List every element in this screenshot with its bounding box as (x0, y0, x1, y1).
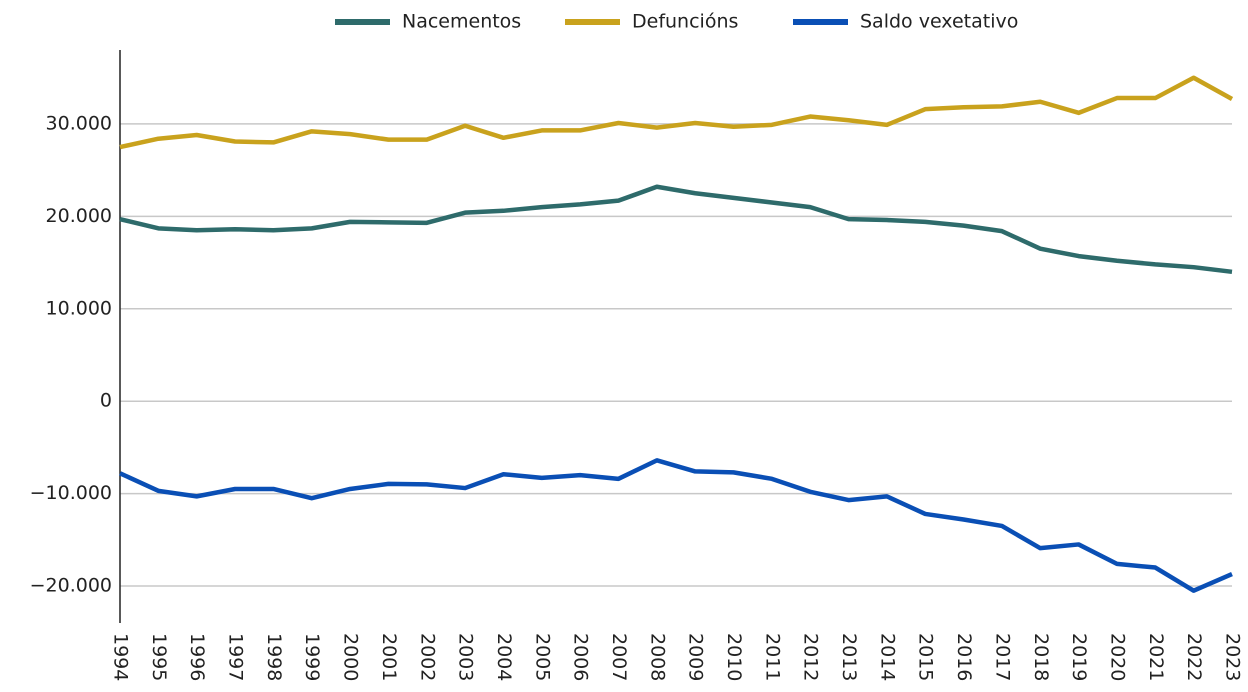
legend-label: Saldo vexetativo (860, 11, 1018, 33)
x-tick-label: 1994 (110, 633, 132, 681)
x-tick-label: 2003 (455, 633, 477, 681)
x-tick-label: 2007 (608, 633, 630, 681)
x-tick-label: 2006 (570, 633, 592, 681)
x-tick-label: 1998 (263, 633, 285, 681)
line (119, 75, 1234, 150)
x-tick-label: 1995 (148, 633, 170, 681)
x-tick-label: 2019 (1068, 633, 1090, 681)
x-tick-label: 1997 (225, 633, 247, 681)
x-tick-label: 2008 (646, 633, 668, 681)
x-tick-label: 2010 (723, 633, 745, 681)
x-tick-label: 2018 (1030, 633, 1052, 681)
y-tick-label: −20.000 (30, 575, 112, 597)
x-tick-label: 2023 (1222, 633, 1244, 681)
x-tick-label: 1999 (301, 633, 323, 681)
y-tick-label: 10.000 (46, 297, 112, 319)
legend-label: Defuncións (632, 11, 738, 33)
line (119, 458, 1233, 593)
x-tick-label: 2020 (1106, 633, 1128, 681)
x-tick-label: 2014 (876, 633, 898, 681)
x-tick-label: 1996 (186, 633, 208, 681)
y-tick-label: 30.000 (46, 112, 112, 134)
y-tick-label: 0 (100, 390, 112, 412)
legend-label: Nacementos (402, 11, 521, 33)
x-tick-label: 2021 (1145, 633, 1167, 681)
y-tick-label: 20.000 (46, 205, 112, 227)
x-tick-label: 2015 (915, 633, 937, 681)
x-tick-label: 2001 (378, 633, 400, 681)
line (119, 184, 1233, 275)
x-tick-label: 2004 (493, 633, 515, 681)
x-tick-label: 2016 (953, 633, 975, 681)
y-tick-label: −10.000 (30, 482, 112, 504)
x-tick-label: 2012 (800, 633, 822, 681)
x-tick-label: 2002 (416, 633, 438, 681)
x-tick-label: 2013 (838, 633, 860, 681)
x-tick-label: 2011 (761, 633, 783, 681)
x-tick-label: 2000 (340, 633, 362, 681)
x-tick-label: 2022 (1183, 633, 1205, 681)
x-tick-label: 2005 (531, 633, 553, 681)
x-tick-label: 2017 (991, 633, 1013, 681)
x-tick-label: 2009 (685, 633, 707, 681)
